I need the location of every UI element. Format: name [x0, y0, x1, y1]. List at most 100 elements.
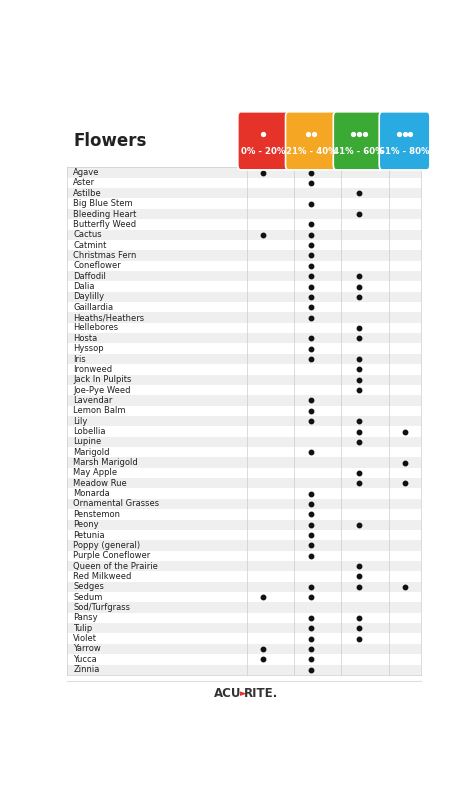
Text: ACU: ACU [214, 687, 242, 700]
Bar [66, 416, 421, 426]
Bar [66, 323, 421, 333]
Text: Big Blue Stem: Big Blue Stem [73, 199, 133, 208]
Bar [66, 623, 421, 634]
Bar [66, 509, 421, 519]
Text: Sod/Turfgrass: Sod/Turfgrass [73, 603, 130, 612]
Text: Petunia: Petunia [73, 530, 105, 540]
Text: 61% - 80%: 61% - 80% [379, 148, 430, 156]
Bar [66, 229, 421, 240]
Text: Ironweed: Ironweed [73, 365, 112, 374]
Bar [66, 364, 421, 375]
Text: Red Milkweed: Red Milkweed [73, 572, 132, 581]
Bar [66, 478, 421, 488]
Bar [66, 582, 421, 592]
Bar [66, 447, 421, 457]
Text: Peony: Peony [73, 520, 99, 530]
Bar [66, 178, 421, 188]
Bar [66, 457, 421, 468]
Text: Aster: Aster [73, 179, 95, 187]
FancyBboxPatch shape [379, 112, 430, 170]
Text: Lupine: Lupine [73, 437, 101, 446]
Bar [66, 499, 421, 509]
Bar [66, 665, 421, 675]
Text: Daffodil: Daffodil [73, 272, 106, 280]
Bar [66, 354, 421, 364]
Text: Hellebores: Hellebores [73, 323, 118, 333]
Bar [66, 468, 421, 478]
Text: Dalia: Dalia [73, 282, 95, 291]
Bar [66, 519, 421, 530]
Bar [66, 344, 421, 354]
Text: Pansy: Pansy [73, 614, 98, 622]
Bar [66, 240, 421, 250]
Bar [66, 219, 421, 229]
Text: May Apple: May Apple [73, 468, 118, 477]
Bar [66, 426, 421, 437]
Text: Queen of the Prairie: Queen of the Prairie [73, 561, 158, 571]
Bar [66, 550, 421, 561]
Bar [66, 291, 421, 302]
Text: Ornamental Grasses: Ornamental Grasses [73, 499, 159, 508]
Text: ►: ► [239, 688, 246, 698]
Text: Daylilly: Daylilly [73, 292, 104, 302]
Bar [66, 209, 421, 219]
Text: Agave: Agave [73, 168, 100, 177]
Text: Penstemon: Penstemon [73, 510, 120, 518]
Text: Hosta: Hosta [73, 333, 98, 343]
Text: Bleeding Heart: Bleeding Heart [73, 210, 137, 218]
FancyBboxPatch shape [333, 112, 384, 170]
Bar [66, 281, 421, 291]
Text: Poppy (general): Poppy (general) [73, 541, 140, 550]
Bar [66, 385, 421, 395]
Bar [66, 654, 421, 665]
Text: Christmas Fern: Christmas Fern [73, 251, 137, 260]
Text: Lily: Lily [73, 417, 88, 426]
FancyBboxPatch shape [238, 112, 289, 170]
Text: Hyssop: Hyssop [73, 344, 104, 353]
Text: Butterfly Weed: Butterfly Weed [73, 220, 137, 229]
Bar [66, 488, 421, 499]
Bar [66, 644, 421, 654]
Bar [66, 271, 421, 281]
Text: Monarda: Monarda [73, 489, 110, 498]
Bar [66, 375, 421, 385]
Text: Iris: Iris [73, 354, 86, 364]
Bar [66, 603, 421, 613]
Bar [66, 198, 421, 209]
Text: Catmint: Catmint [73, 241, 107, 249]
Bar [66, 250, 421, 260]
Text: Marigold: Marigold [73, 448, 109, 457]
Text: Marsh Marigold: Marsh Marigold [73, 458, 138, 467]
Bar [66, 634, 421, 644]
Text: Lemon Balm: Lemon Balm [73, 407, 126, 415]
Text: Meadow Rue: Meadow Rue [73, 479, 127, 488]
FancyBboxPatch shape [285, 112, 336, 170]
Text: Yucca: Yucca [73, 655, 97, 664]
Bar [66, 188, 421, 198]
Bar [66, 437, 421, 447]
Bar [66, 572, 421, 582]
Bar [66, 312, 421, 323]
Text: Astilbe: Astilbe [73, 189, 102, 198]
Text: Yarrow: Yarrow [73, 645, 101, 653]
Text: Jack In Pulpits: Jack In Pulpits [73, 376, 132, 384]
Bar [66, 561, 421, 572]
Text: Violet: Violet [73, 634, 97, 643]
Text: Joe-Pye Weed: Joe-Pye Weed [73, 386, 131, 395]
Text: Gaillardia: Gaillardia [73, 303, 113, 312]
Bar [66, 395, 421, 406]
Bar [66, 406, 421, 416]
Bar [66, 613, 421, 623]
Bar [66, 260, 421, 271]
Bar [66, 592, 421, 603]
Text: Purple Coneflower: Purple Coneflower [73, 551, 150, 561]
Text: Flowers: Flowers [74, 132, 147, 150]
Bar [66, 302, 421, 312]
Text: Coneflower: Coneflower [73, 261, 121, 270]
Bar [66, 530, 421, 540]
Text: Lobellia: Lobellia [73, 427, 106, 436]
Text: Lavendar: Lavendar [73, 396, 113, 405]
Text: Cactus: Cactus [73, 230, 102, 239]
Text: Tulip: Tulip [73, 624, 92, 633]
Bar [66, 168, 421, 178]
